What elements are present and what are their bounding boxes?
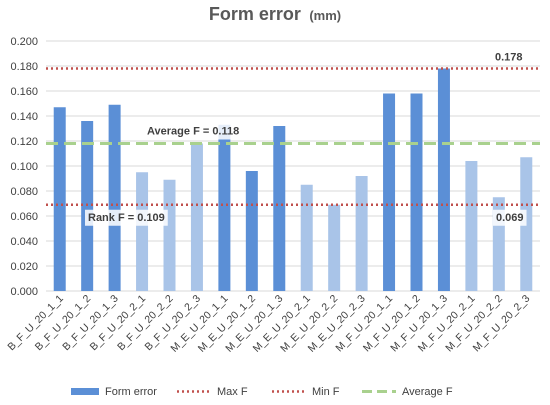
chart-title-unit: (mm) <box>309 8 341 23</box>
bars <box>53 68 533 291</box>
bar <box>190 143 203 291</box>
legend-label: Form error <box>105 386 157 398</box>
rank-annotation: Rank F = 0.109 <box>88 212 165 224</box>
bar <box>410 93 423 291</box>
y-tick-label: 0.080 <box>10 186 38 198</box>
y-tick-label: 0.120 <box>10 136 38 148</box>
bar <box>218 124 231 291</box>
svg-text:Form error (mm): Form error (mm) <box>209 4 341 24</box>
y-tick-label: 0.040 <box>10 236 38 248</box>
y-tick-label: 0.200 <box>10 36 38 48</box>
y-tick-label: 0.160 <box>10 86 38 98</box>
bar <box>53 107 66 291</box>
bar <box>383 93 396 291</box>
min-annotation: 0.069 <box>496 212 524 224</box>
y-tick-label: 0.000 <box>10 286 38 298</box>
bar <box>108 104 121 291</box>
bar <box>328 204 341 291</box>
reference-lines <box>46 67 540 206</box>
gridlines <box>46 40 540 292</box>
average-annotation-bg <box>144 123 243 140</box>
bar <box>355 176 368 291</box>
bar <box>273 126 286 291</box>
x-axis-categories: B_F_U_20_1_1B_F_U_20_1_2B_F_U_20_1_3B_F_… <box>5 293 532 355</box>
y-tick-label: 0.060 <box>10 211 38 223</box>
chart-title: Form error (mm) <box>209 4 341 24</box>
min-annotation-bg <box>493 209 527 226</box>
y-tick-label: 0.020 <box>10 261 38 273</box>
bar <box>437 68 450 291</box>
max-annotation: 0.178 <box>495 52 523 64</box>
rank-annotation-bg <box>85 209 168 226</box>
y-tick-label: 0.140 <box>10 111 38 123</box>
legend-item: Form error <box>71 386 157 398</box>
y-tick-label: 0.180 <box>10 61 38 73</box>
legend-item: Min F <box>272 386 340 398</box>
y-axis-ticks: 0.000 0.020 0.040 0.060 0.080 0.100 0.120 0.140… <box>10 36 38 298</box>
average-annotation: Average F = 0.118 <box>147 126 239 138</box>
legend: Form error Max F Min F Average F <box>71 386 453 398</box>
legend-item: Average F <box>362 386 453 398</box>
bar <box>136 172 149 291</box>
legend-label: Average F <box>402 386 453 398</box>
bar <box>465 161 478 291</box>
y-tick-label: 0.100 <box>10 161 38 173</box>
bar <box>163 179 176 291</box>
chart-title-main: Form error <box>209 4 301 24</box>
legend-swatch-bar <box>71 388 99 395</box>
legend-label: Max F <box>217 386 248 398</box>
bar <box>245 171 258 291</box>
legend-label: Min F <box>312 386 340 398</box>
annotations: 0.178 Average F = 0.118 Rank F = 0.109 0.06… <box>85 52 527 226</box>
bar <box>300 184 313 291</box>
legend-item: Max F <box>177 386 248 398</box>
